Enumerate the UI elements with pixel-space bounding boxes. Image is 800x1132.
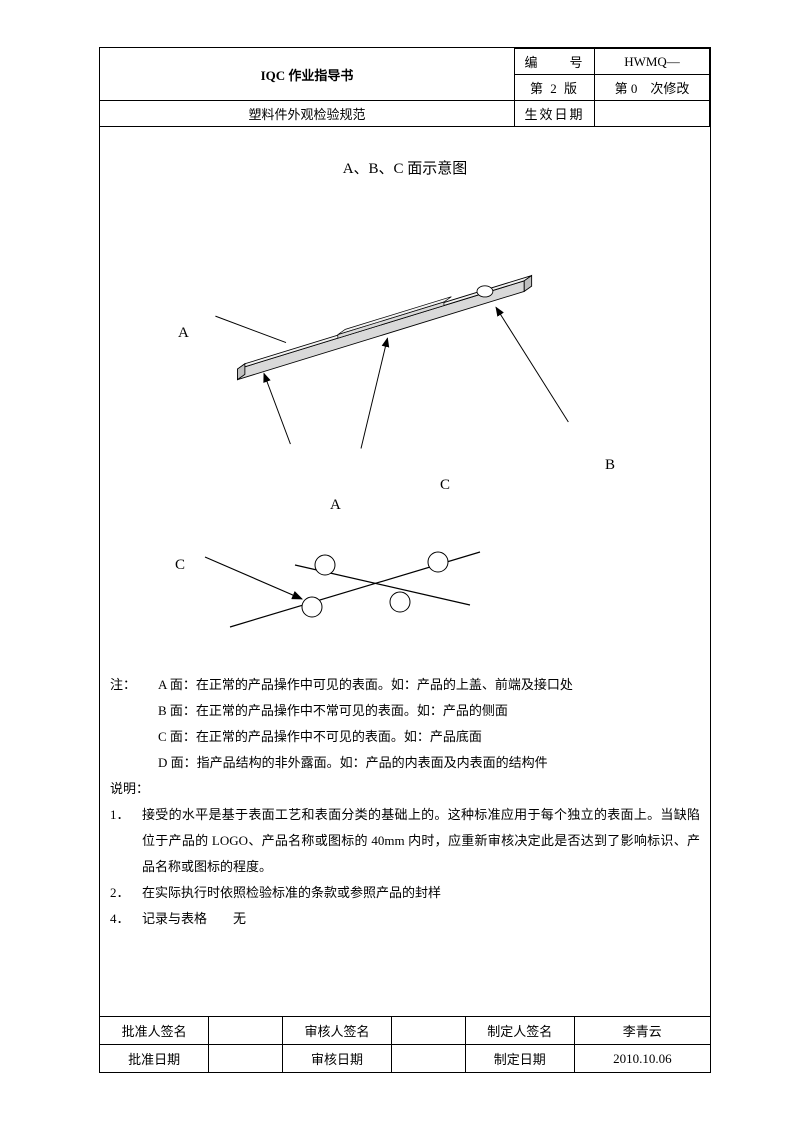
doc-no-label: 编 号: [515, 49, 595, 75]
explain-prefix: 说明：: [110, 776, 700, 802]
approve-sign-value: [209, 1017, 283, 1045]
item2-num: 2．: [110, 880, 142, 906]
approve-date-label: 批准日期: [100, 1045, 209, 1073]
secondary-diagram: [100, 527, 712, 657]
doc-title-sub: 塑料件外观检验规范: [100, 101, 515, 127]
revision-label: 第 0 次修改: [595, 75, 710, 101]
effective-date-value: [595, 101, 710, 127]
diagram-title: A、B、C 面示意图: [100, 157, 710, 178]
diagram2-label-c: C: [175, 557, 185, 574]
note-face-b: B 面：在正常的产品操作中不常可见的表面。如：产品的侧面: [110, 698, 700, 724]
review-sign-label: 审核人签名: [283, 1017, 392, 1045]
make-sign-label: 制定人签名: [465, 1017, 574, 1045]
note-face-d: D 面：指产品结构的非外露面。如：产品的内表面及内表面的结构件: [110, 750, 700, 776]
note-prefix: 注：: [110, 672, 158, 698]
diagram-label-a-top: A: [178, 325, 189, 342]
note-face-a: A 面：在正常的产品操作中可见的表面。如：产品的上盖、前端及接口处: [158, 672, 700, 698]
review-date-value: [391, 1045, 465, 1073]
review-date-label: 审核日期: [283, 1045, 392, 1073]
diagram-label-a-bottom: A: [330, 497, 341, 514]
header-table: IQC 作业指导书 编 号 HWMQ— 第 2 版 第 0 次修改 塑料件外观检…: [100, 48, 710, 126]
item4-text: 记录与表格 无: [142, 906, 700, 932]
document-frame: IQC 作业指导书 编 号 HWMQ— 第 2 版 第 0 次修改 塑料件外观检…: [99, 47, 711, 1073]
approve-date-value: [209, 1045, 283, 1073]
note-face-c: C 面：在正常的产品操作中不可见的表面。如：产品底面: [110, 724, 700, 750]
diagram-label-c: C: [440, 477, 450, 494]
item2-text: 在实际执行时依照检验标准的条款或参照产品的封样: [142, 880, 700, 906]
make-sign-value: 李青云: [574, 1017, 710, 1045]
item1-num: 1．: [110, 802, 142, 880]
make-date-label: 制定日期: [465, 1045, 574, 1073]
doc-no-value: HWMQ—: [595, 49, 710, 75]
review-sign-value: [391, 1017, 465, 1045]
doc-title-main: IQC 作业指导书: [100, 49, 515, 101]
make-date-value: 2010.10.06: [574, 1045, 710, 1073]
signature-table: 批准人签名 审核人签名 制定人签名 李青云 批准日期 审核日期 制定日期 201…: [100, 1016, 710, 1072]
item4-num: 4．: [110, 906, 142, 932]
item1-text: 接受的水平是基于表面工艺和表面分类的基础上的。这种标准应用于每个独立的表面上。当…: [142, 802, 700, 880]
effective-date-label: 生效日期: [515, 101, 595, 127]
body-area: A、B、C 面示意图 A A B C C 注： A 面：在正常的产品操作中可见的…: [100, 126, 710, 1016]
surface-diagram: [100, 197, 712, 497]
version-label: 第 2 版: [515, 75, 595, 101]
notes-section: 注： A 面：在正常的产品操作中可见的表面。如：产品的上盖、前端及接口处 B 面…: [110, 672, 700, 932]
approve-sign-label: 批准人签名: [100, 1017, 209, 1045]
diagram-label-b: B: [605, 457, 615, 474]
